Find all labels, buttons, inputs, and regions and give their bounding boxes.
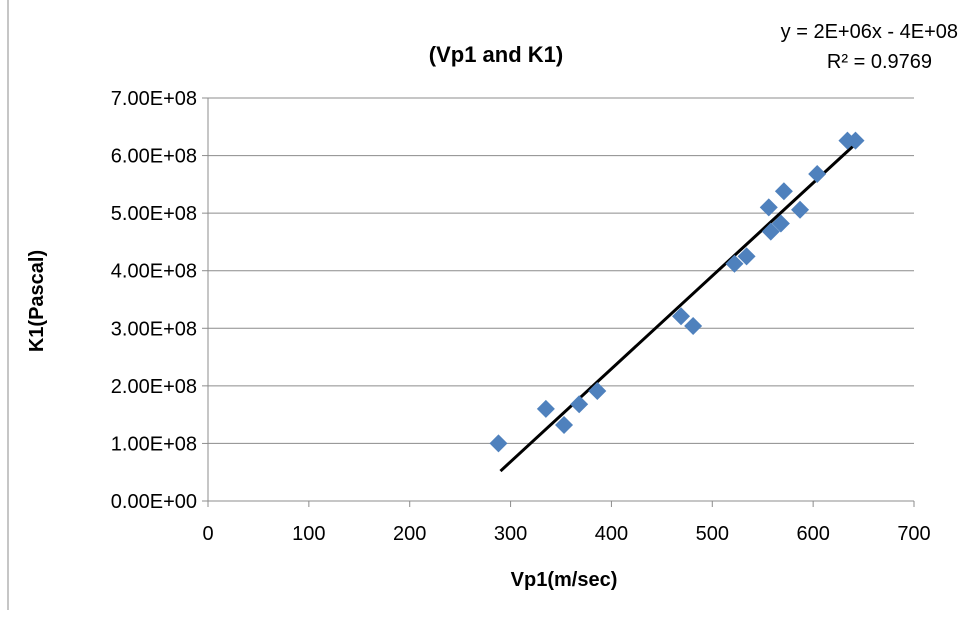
- x-tick-label: 0: [202, 523, 213, 545]
- data-point: [570, 395, 589, 414]
- data-point: [672, 307, 691, 326]
- trendline-r-squared: R² = 0.9769: [827, 51, 932, 73]
- x-tick-labels: 0 100 200 300 400 500 600 700: [202, 523, 930, 545]
- y-tick-labels: 0.00E+00 1.00E+08 2.00E+08 3.00E+08 4.00E+08…: [111, 88, 197, 513]
- trendline: [499, 144, 855, 473]
- y-tick-label: 0.00E+00: [111, 491, 197, 513]
- data-point: [808, 164, 827, 183]
- data-points: [489, 131, 865, 453]
- x-tick-label: 700: [897, 523, 930, 545]
- y-tick-label: 7.00E+08: [111, 88, 197, 110]
- data-point: [846, 131, 865, 150]
- data-point: [774, 182, 793, 201]
- x-tick-label: 200: [393, 523, 426, 545]
- trendline-group: [499, 144, 855, 473]
- gridlines: [208, 97, 914, 444]
- data-point: [588, 382, 607, 401]
- x-tick-label: 300: [494, 523, 527, 545]
- x-tick-label: 500: [696, 523, 729, 545]
- y-tick-label: 2.00E+08: [111, 376, 197, 398]
- y-tick-label: 4.00E+08: [111, 261, 197, 283]
- data-point: [761, 222, 780, 241]
- data-point: [684, 316, 703, 335]
- data-point: [771, 214, 790, 233]
- data-point: [737, 247, 756, 266]
- data-point: [555, 416, 574, 435]
- chart-title: (Vp1 and K1): [429, 42, 563, 67]
- x-tick-label: 600: [796, 523, 829, 545]
- x-tick-label: 400: [595, 523, 628, 545]
- y-tick-label: 3.00E+08: [111, 318, 197, 340]
- y-tick-label: 6.00E+08: [111, 146, 197, 168]
- data-point: [725, 254, 744, 273]
- y-tick-label: 5.00E+08: [111, 203, 197, 225]
- x-tick-label: 100: [292, 523, 325, 545]
- data-point: [489, 434, 508, 453]
- y-tick-label: 1.00E+08: [111, 433, 197, 455]
- axes: [202, 97, 915, 507]
- trendline-equation: y = 2E+06x - 4E+08: [781, 21, 958, 43]
- y-axis-title: K1(Pascal): [26, 250, 48, 352]
- data-point: [536, 399, 555, 418]
- data-point: [791, 200, 810, 219]
- x-axis-title: Vp1(m/sec): [511, 569, 618, 591]
- data-point: [759, 198, 778, 217]
